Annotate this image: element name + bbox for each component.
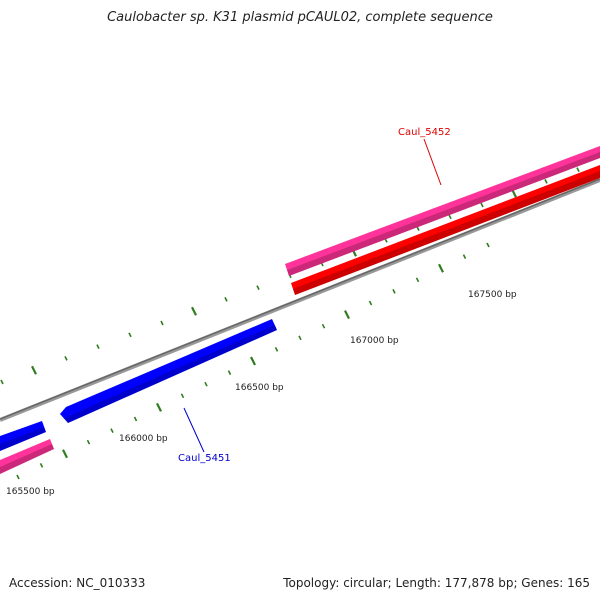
ruler-label: 166000 bp — [119, 434, 168, 444]
ruler-tick-outer — [31, 365, 37, 375]
gene-fragment-pink-shade — [0, 444, 54, 474]
ruler-tick-outer — [0, 379, 4, 385]
ruler-tick-inner — [274, 347, 279, 352]
topology-info: Topology: circular; Length: 177,878 bp; … — [283, 576, 590, 590]
gene-fragment-blue — [0, 421, 46, 451]
ruler-label: 165500 bp — [6, 487, 55, 497]
topology-label: Topology: — [283, 576, 340, 590]
ruler-tick-inner — [16, 474, 20, 480]
gene-fragment-pink — [0, 439, 54, 474]
topology-value: circular — [343, 576, 388, 590]
ruler-tick-inner — [392, 289, 396, 294]
accession-label: Accession: — [9, 576, 73, 590]
ruler-tick-outer — [128, 332, 132, 338]
ruler-tick-outer — [256, 285, 260, 290]
ruler-tick-inner — [415, 277, 420, 283]
ruler-tick-outer — [544, 179, 548, 184]
gene-caul-5452-cds — [285, 146, 600, 276]
ruler-tick-inner — [86, 439, 91, 445]
ruler-tick-inner — [321, 323, 326, 329]
ruler-tick-inner — [438, 263, 444, 273]
map-title: Caulobacter sp. K31 plasmid pCAUL02, com… — [107, 10, 493, 25]
ruler-label: 167500 bp — [468, 290, 517, 300]
ruler-tick-inner — [156, 402, 162, 412]
genes-value: 165 — [567, 576, 590, 590]
ruler-label: 166500 bp — [235, 383, 284, 393]
ruler-tick-outer — [96, 344, 100, 349]
ruler-tick-inner — [62, 449, 68, 459]
ruler-tick-outer — [448, 214, 452, 220]
ruler-tick-inner — [39, 463, 44, 468]
length-value: 177,878 bp — [444, 576, 514, 590]
ruler-tick-inner — [180, 393, 185, 399]
ruler-tick-inner — [227, 370, 232, 375]
genes-label: Genes: — [521, 576, 564, 590]
label-layer: 165500 bp 166000 bp 166500 bp 167000 bp 1675… — [6, 127, 517, 497]
ruler-tick-outer — [480, 202, 484, 208]
ruler-tick-inner — [133, 416, 138, 422]
ruler-tick-outer — [576, 167, 580, 172]
ruler-tick-outer — [160, 320, 164, 326]
ruler-tick-inner — [462, 254, 467, 259]
feature-layer — [0, 146, 600, 474]
gene-caul-5452-cds-shade — [287, 152, 600, 276]
accession-info: Accession: NC_010333 — [9, 576, 145, 590]
sequence-backbone-edge — [0, 178, 600, 420]
ruler-label: 167000 bp — [350, 336, 399, 346]
ruler-tick-inner — [486, 242, 490, 248]
sequence-backbone — [0, 178, 600, 422]
ruler-tick-inner — [298, 335, 302, 341]
caul-5451-label: Caul_5451 — [178, 453, 231, 464]
ruler-tick-inner — [204, 381, 208, 387]
gene-fragment-blue-shade — [0, 427, 46, 451]
caul-5451-leader — [183, 407, 205, 453]
ruler-tick-inner — [110, 428, 114, 433]
gene-caul-5451 — [60, 319, 277, 423]
ruler-tick-outer — [191, 306, 197, 316]
caul-5452-leader — [423, 138, 442, 186]
length-label: Length: — [395, 576, 441, 590]
backbone-layer — [0, 178, 600, 422]
caul-5452-label: Caul_5452 — [398, 127, 451, 138]
ruler-tick-inner — [250, 356, 256, 366]
gene-caul-5452-shade — [293, 171, 600, 295]
accession-value: NC_010333 — [76, 576, 146, 590]
ruler-tick-inner — [368, 300, 373, 306]
ruler-tick-inner — [344, 310, 350, 320]
ruler-tick-outer — [224, 297, 228, 302]
ruler-tick-outer — [64, 356, 68, 361]
gene-caul-5452 — [291, 165, 600, 295]
gene-caul-5451-shade — [64, 325, 277, 423]
